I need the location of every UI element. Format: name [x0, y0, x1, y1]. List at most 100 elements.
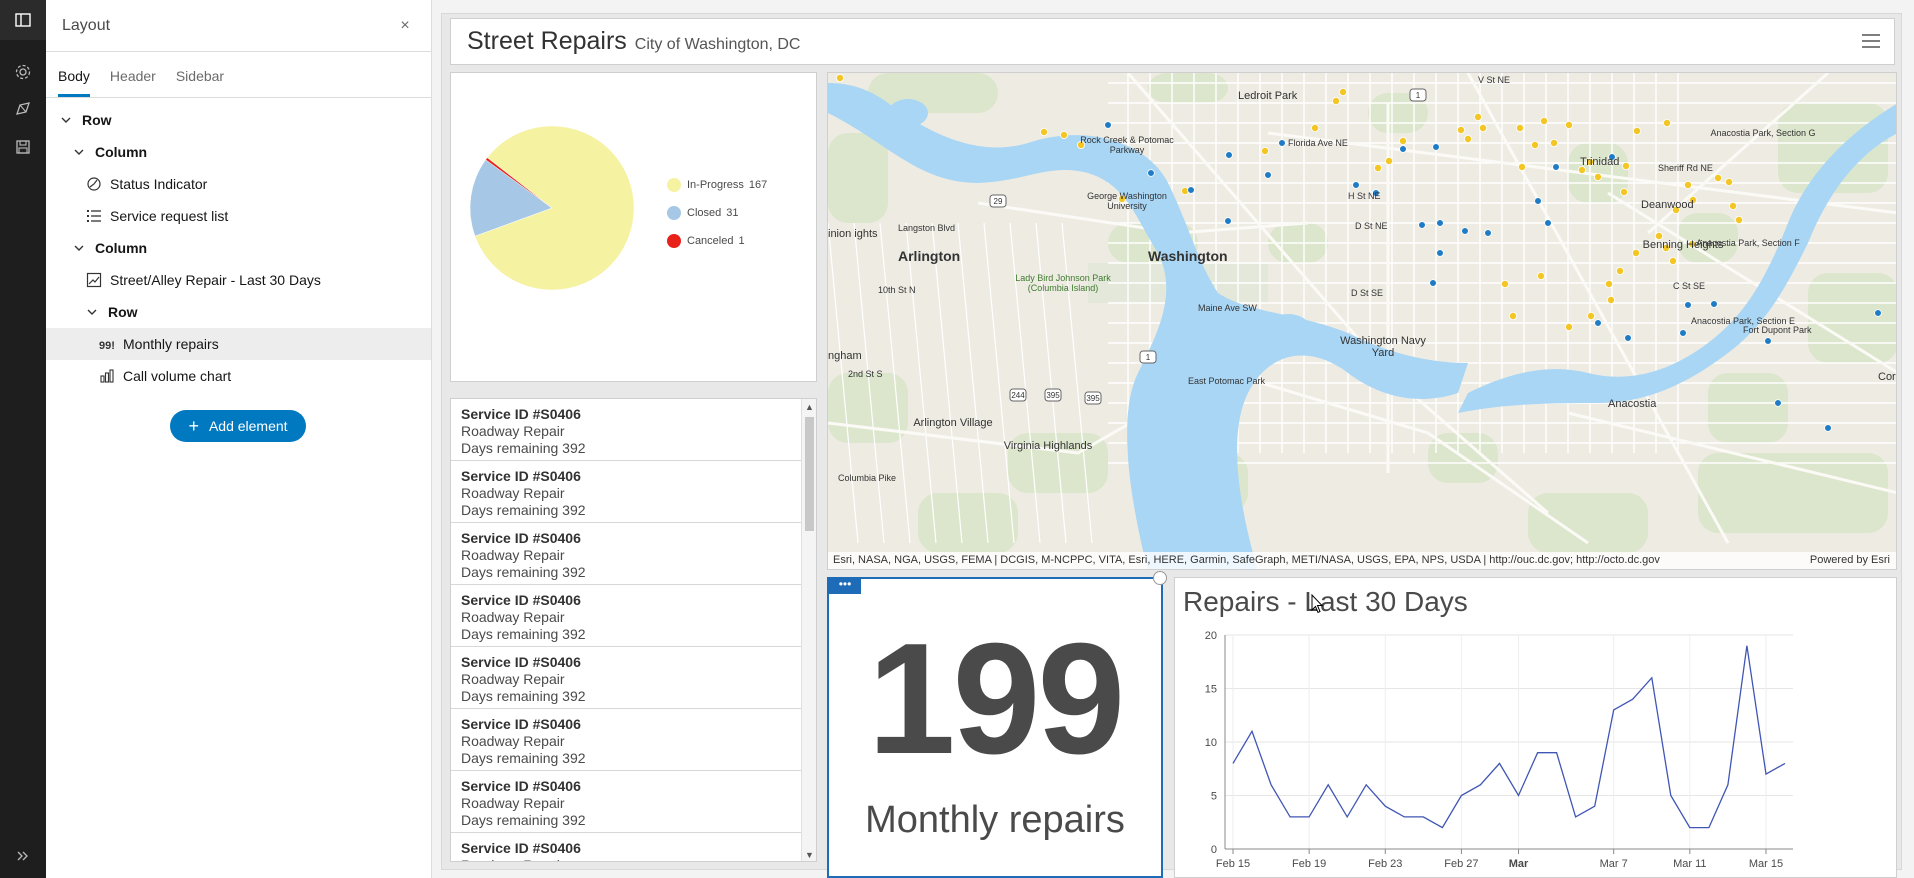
layout-panel-button[interactable]	[0, 0, 46, 40]
settings-button[interactable]	[0, 52, 46, 92]
status-pie-chart[interactable]: In-Progress 167 Closed 31 Canceled 1	[450, 72, 817, 382]
tree-item[interactable]: Row	[46, 104, 431, 136]
service-id: Service ID #S0406	[461, 406, 581, 422]
tree-item[interactable]: Status Indicator	[46, 168, 431, 200]
panel-header: Layout ×	[46, 0, 431, 52]
repair-point-in-progress	[1632, 248, 1641, 257]
theme-icon	[16, 102, 30, 115]
hamburger-menu-icon[interactable]	[1862, 33, 1880, 49]
scroll-down-icon[interactable]: ▼	[805, 850, 814, 860]
tree-item[interactable]: Call volume chart	[46, 360, 431, 392]
map-label: D St NE	[1355, 221, 1388, 231]
scroll-thumb[interactable]	[805, 417, 814, 531]
legend-item[interactable]: In-Progress 167	[667, 171, 767, 199]
repair-point-in-progress	[1457, 126, 1466, 135]
map-label: Trinidad	[1580, 156, 1620, 168]
tree-item[interactable]: Street/Alley Repair - Last 30 Days	[46, 264, 431, 296]
service-request-list[interactable]: Service ID #S0406 Roadway Repair Days rema…	[450, 398, 817, 862]
repair-point-closed	[1399, 145, 1407, 153]
powered-by-esri[interactable]: Powered by Esri	[1809, 554, 1890, 566]
gear-icon	[15, 64, 31, 80]
resize-handle-icon[interactable]	[1153, 571, 1167, 585]
pie-legend: In-Progress 167 Closed 31 Canceled 1	[667, 171, 767, 255]
chevron-down-icon[interactable]	[73, 146, 85, 158]
monthly-repairs-indicator[interactable]: ••• 199 Monthly repairs	[827, 577, 1163, 878]
add-element-label: Add element	[208, 418, 288, 434]
service-list-items: Service ID #S0406 Roadway Repair Days rema…	[451, 399, 816, 861]
map-label: Arlington Village	[913, 417, 993, 429]
service-type: Roadway Repair	[461, 485, 565, 501]
legend-label: In-Progress	[687, 179, 744, 191]
tree-item[interactable]: Row	[46, 296, 431, 328]
highway-shield-icon: 29	[989, 194, 1007, 208]
line-chart-svg: 0 5 10 15 20 Feb 15 Feb 19 Feb 23 Feb 27 Mar Mar 7…	[1205, 630, 1793, 870]
more-options-icon[interactable]: •••	[829, 579, 861, 594]
shield-number: 1	[1146, 353, 1151, 362]
map-attribution: Esri, NASA, NGA, USGS, FEMA | DCGIS, M-N…	[828, 552, 1896, 569]
pie-slice	[485, 157, 553, 209]
expand-rail-button[interactable]	[0, 836, 46, 876]
tree-item-label: Column	[95, 240, 148, 256]
tab-header[interactable]: Header	[109, 68, 156, 84]
tree-item[interactable]: Column	[46, 232, 431, 264]
repair-point-closed	[1352, 181, 1360, 189]
repair-point-in-progress	[835, 74, 844, 82]
map-road	[1466, 73, 1730, 544]
dashboard-header[interactable]: Street Repairs City of Washington, DC	[450, 18, 1895, 65]
repair-point-in-progress	[1578, 166, 1587, 175]
tree-item[interactable]: Column	[46, 136, 431, 168]
highway-shield-icon: 244	[1009, 388, 1027, 402]
legend-item[interactable]: Canceled 1	[667, 227, 767, 255]
days-remaining: Days remaining 392	[461, 440, 586, 456]
chevron-down-icon[interactable]	[86, 306, 98, 318]
call-volume-chart[interactable]: Repairs - Last 30 Days 0 5 10 15 20 Feb 15 Feb…	[1174, 577, 1897, 878]
theme-button[interactable]	[0, 89, 46, 129]
map-street	[905, 222, 937, 544]
x-tick-label: Mar 7	[1600, 858, 1628, 870]
tree-item[interactable]: Service request list	[46, 200, 431, 232]
map-label: Fort Dupont Park	[1743, 325, 1812, 335]
x-tick-label: Feb 15	[1216, 858, 1250, 870]
map-label: H St NE	[1348, 191, 1381, 201]
legend-item[interactable]: Closed 31	[667, 199, 767, 227]
close-icon[interactable]: ×	[400, 16, 410, 34]
repair-point-in-progress	[1479, 124, 1488, 133]
repair-point-in-progress	[1616, 266, 1625, 275]
repair-point-in-progress	[1550, 139, 1559, 148]
highway-shield-icon: 395	[1044, 388, 1062, 402]
repair-point-in-progress	[1684, 181, 1693, 190]
y-tick-label: 10	[1205, 737, 1217, 749]
tree-item-label: Row	[108, 304, 138, 320]
chevron-down-icon[interactable]	[60, 114, 72, 126]
chevron-down-icon[interactable]	[73, 242, 85, 254]
map-label: Washington Navy Yard	[1340, 335, 1426, 359]
service-type: Roadway Repair	[461, 609, 565, 625]
add-element-button[interactable]: + Add element	[170, 410, 306, 442]
pie-slice	[474, 125, 635, 291]
shield-bg	[1044, 388, 1062, 402]
tree-item[interactable]: 99! Monthly repairs	[46, 328, 431, 360]
legend-label: Closed	[687, 207, 722, 219]
map-park	[1148, 73, 1228, 103]
tab-sidebar[interactable]: Sidebar	[175, 68, 225, 84]
panel-title: Layout	[62, 16, 111, 34]
list-scrollbar[interactable]: ▲ ▼	[801, 399, 816, 861]
street-repair-map[interactable]: 29 1 244 395 395 1 Washington Arlington Ledroit…	[827, 72, 1897, 570]
tab-body[interactable]: Body	[58, 68, 90, 97]
repair-point-in-progress	[1594, 173, 1603, 182]
save-button[interactable]	[0, 127, 46, 167]
map-label: Virginia Highlands	[1003, 440, 1093, 452]
scroll-up-icon[interactable]: ▲	[805, 402, 814, 412]
repair-point-in-progress	[1501, 279, 1510, 288]
legend-value: 167	[748, 179, 768, 191]
legend-value: 31	[726, 207, 739, 219]
map-label: Anacostia Park, Section G	[1710, 128, 1816, 138]
